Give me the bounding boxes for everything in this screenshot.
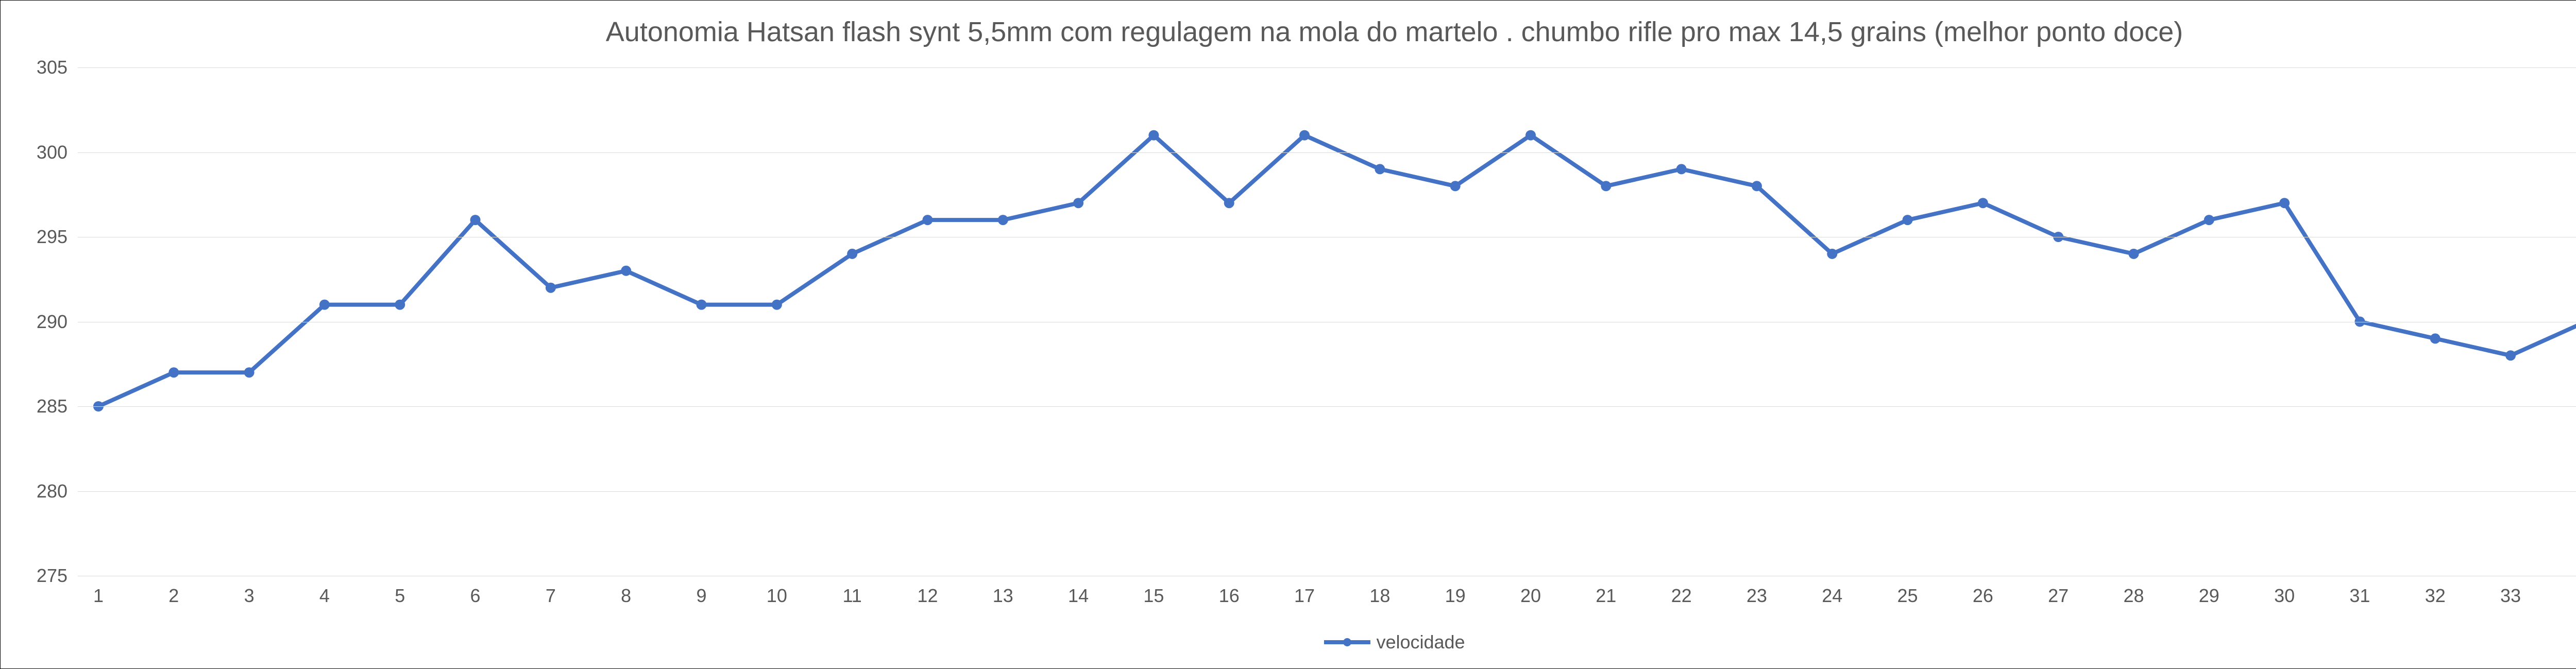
- y-axis-label: 285: [21, 396, 67, 417]
- x-axis-label: 33: [2500, 585, 2521, 607]
- data-point: [1450, 181, 1461, 191]
- x-axis-label: 21: [1596, 585, 1616, 607]
- data-point: [772, 300, 782, 310]
- data-point: [1752, 181, 1762, 191]
- legend-marker-icon: [1324, 640, 1370, 644]
- y-axis-label: 305: [21, 57, 67, 78]
- chart-container: Autonomia Hatsan flash synt 5,5mm com re…: [0, 0, 2576, 669]
- data-point: [2430, 333, 2441, 344]
- x-axis-label: 22: [1671, 585, 1692, 607]
- x-axis-label: 13: [993, 585, 1013, 607]
- legend-label: velocidade: [1376, 631, 1465, 653]
- x-axis-label: 20: [1520, 585, 1541, 607]
- x-axis-label: 25: [1897, 585, 1918, 607]
- x-axis-label: 28: [2123, 585, 2144, 607]
- data-point: [1827, 249, 1837, 259]
- data-point: [1601, 181, 1611, 191]
- y-axis-label: 280: [21, 481, 67, 502]
- data-point: [1903, 215, 1913, 225]
- gridline: [78, 152, 2576, 153]
- data-point: [1676, 164, 1687, 174]
- x-axis-label: 12: [917, 585, 938, 607]
- x-axis-label: 4: [319, 585, 330, 607]
- gridline: [78, 67, 2576, 68]
- x-axis-label: 14: [1068, 585, 1089, 607]
- data-point: [1526, 130, 1536, 141]
- x-axis-label: 11: [842, 585, 861, 607]
- data-point: [546, 283, 556, 293]
- legend: velocidade: [1324, 631, 1465, 653]
- x-axis-label: 17: [1294, 585, 1315, 607]
- x-axis-label: 5: [395, 585, 405, 607]
- data-point: [697, 300, 707, 310]
- x-axis-label: 18: [1369, 585, 1390, 607]
- x-axis-label: 19: [1445, 585, 1466, 607]
- x-axis-label: 8: [621, 585, 631, 607]
- series-line: [98, 135, 2576, 406]
- y-axis-label: 295: [21, 226, 67, 248]
- data-point: [1375, 164, 1385, 174]
- data-point: [395, 300, 405, 310]
- data-point: [319, 300, 330, 310]
- data-point: [1299, 130, 1310, 141]
- data-point: [1148, 130, 1159, 141]
- x-axis-label: 26: [1973, 585, 1993, 607]
- data-point: [621, 266, 631, 276]
- data-point: [847, 249, 857, 259]
- data-point: [998, 215, 1008, 225]
- data-point: [2204, 215, 2214, 225]
- x-axis-label: 6: [470, 585, 481, 607]
- data-point: [2128, 249, 2139, 259]
- data-point: [2505, 350, 2516, 361]
- y-axis-label: 300: [21, 142, 67, 163]
- data-point: [244, 367, 255, 378]
- data-point: [168, 367, 179, 378]
- x-axis-label: 9: [696, 585, 706, 607]
- x-axis-label: 10: [767, 585, 787, 607]
- x-axis-label: 23: [1747, 585, 1767, 607]
- x-axis-label: 15: [1143, 585, 1164, 607]
- x-axis-label: 30: [2274, 585, 2295, 607]
- chart-title: Autonomia Hatsan flash synt 5,5mm com re…: [1, 1, 2576, 48]
- data-point: [2279, 198, 2290, 208]
- x-axis-label: 29: [2199, 585, 2219, 607]
- x-axis-label: 7: [546, 585, 556, 607]
- plot-area: 2752802852902953003051234567891011121314…: [78, 67, 2576, 576]
- x-axis-label: 1: [93, 585, 104, 607]
- y-axis-label: 290: [21, 311, 67, 333]
- gridline: [78, 491, 2576, 492]
- data-point: [922, 215, 933, 225]
- data-point: [1073, 198, 1083, 208]
- x-axis-label: 2: [168, 585, 179, 607]
- x-axis-label: 16: [1219, 585, 1240, 607]
- x-axis-label: 32: [2425, 585, 2446, 607]
- y-axis-label: 275: [21, 565, 67, 587]
- x-axis-label: 3: [244, 585, 255, 607]
- x-axis-label: 27: [2048, 585, 2069, 607]
- data-point: [470, 215, 481, 225]
- data-point: [1224, 198, 1234, 208]
- gridline: [78, 406, 2576, 407]
- x-axis-label: 31: [2349, 585, 2370, 607]
- data-point: [1978, 198, 1988, 208]
- x-axis-label: 24: [1822, 585, 1842, 607]
